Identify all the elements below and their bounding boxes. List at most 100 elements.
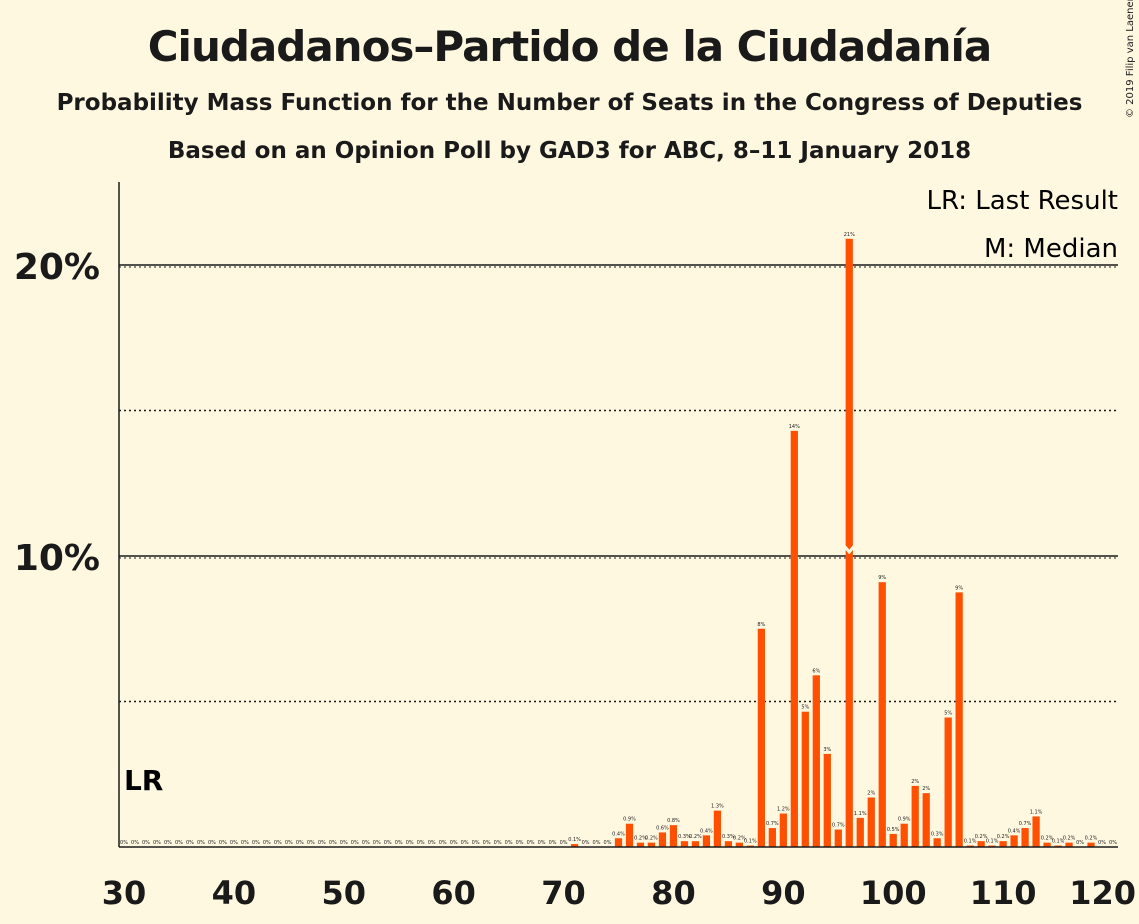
- bar-seats-80: [669, 825, 678, 847]
- bar-label-61: 0%: [461, 840, 469, 846]
- bar-label-72: 0%: [582, 840, 590, 846]
- bar-seats-84: [713, 810, 722, 847]
- chart-title: Ciudadanos–Partido de la Ciudadanía: [147, 22, 993, 71]
- bar-label-107: 0.1%: [964, 839, 977, 845]
- bar-seats-104: [933, 838, 941, 847]
- bar-label-43: 0%: [263, 840, 271, 846]
- bar-label-65: 0%: [505, 840, 513, 846]
- bar-label-111: 0.4%: [1008, 828, 1021, 834]
- bar-seats-95: [834, 829, 842, 847]
- bar-label-81: 0.3%: [678, 834, 691, 840]
- bar-label-118: 0.2%: [1085, 836, 1098, 842]
- bar-seats-118: [1087, 842, 1095, 847]
- x-tick-label: 90: [761, 874, 806, 912]
- bar-label-44: 0%: [274, 840, 282, 846]
- bar-seats-86: [735, 842, 744, 847]
- bar-label-89: 0.7%: [766, 821, 779, 827]
- bar-label-108: 0.2%: [975, 834, 988, 840]
- bar-label-119: 0%: [1098, 840, 1106, 846]
- bar-label-51: 0%: [351, 840, 359, 846]
- bar-seats-99: [878, 582, 886, 847]
- bar-label-101: 0.9%: [898, 817, 911, 823]
- bar-label-100: 0.5%: [887, 827, 900, 833]
- last-result-label: LR: [124, 764, 163, 797]
- bar-label-46: 0%: [296, 840, 304, 846]
- bar-seats-83: [702, 835, 711, 847]
- bar-label-55: 0%: [395, 840, 403, 846]
- bar-label-104: 0.3%: [931, 831, 944, 837]
- bar-label-42: 0%: [252, 840, 260, 846]
- x-tick-label: 60: [431, 874, 476, 912]
- bar-label-48: 0%: [318, 840, 326, 846]
- bar-label-105: 5%: [944, 711, 952, 717]
- bar-label-93: 6%: [812, 668, 820, 674]
- bar-label-115: 0.1%: [1052, 839, 1065, 845]
- bar-label-63: 0%: [483, 840, 491, 846]
- bar-seats-116: [1065, 842, 1073, 847]
- x-tick-label: 50: [322, 874, 367, 912]
- bar-seats-98: [867, 797, 875, 847]
- bar-label-70: 0%: [560, 840, 568, 846]
- bar-label-32: 0%: [142, 840, 150, 846]
- bar-label-94: 3%: [823, 747, 831, 753]
- y-tick-label: 10%: [14, 538, 100, 579]
- bar-label-76: 0.9%: [623, 817, 636, 823]
- median-marker: [838, 539, 861, 555]
- bar-label-73: 0%: [593, 840, 601, 846]
- bar-label-85: 0.3%: [722, 834, 735, 840]
- bar-label-120: 0%: [1109, 840, 1117, 846]
- bar-label-88: 8%: [757, 622, 765, 628]
- bar-label-90: 1.2%: [777, 807, 790, 813]
- bar-seats-76: [625, 823, 634, 847]
- x-tick-label: 100: [860, 874, 927, 912]
- bar-label-58: 0%: [428, 840, 436, 846]
- bar-label-41: 0%: [241, 840, 249, 846]
- bar-label-117: 0%: [1076, 840, 1084, 846]
- bar-seats-103: [922, 793, 930, 847]
- bar-label-113: 1.1%: [1030, 809, 1043, 815]
- bar-label-80: 0.8%: [667, 818, 680, 824]
- bar-label-82: 0.2%: [689, 834, 702, 840]
- bar-label-49: 0%: [329, 840, 337, 846]
- bar-label-114: 0.2%: [1041, 836, 1054, 842]
- bar-label-71: 0.1%: [568, 837, 581, 843]
- x-tick-label: 80: [651, 874, 696, 912]
- gridlines: [119, 264, 1118, 703]
- bar-label-103: 2%: [922, 786, 930, 792]
- legend-median: M: Median: [984, 234, 1118, 264]
- bar-label-64: 0%: [494, 840, 502, 846]
- bar-label-33: 0%: [153, 840, 161, 846]
- bar-label-31: 0%: [131, 840, 139, 846]
- bar-label-84: 1.3%: [711, 804, 724, 810]
- bar-label-62: 0%: [472, 840, 480, 846]
- bar-label-96: 21%: [844, 232, 855, 238]
- bar-label-35: 0%: [175, 840, 183, 846]
- bar-label-99: 9%: [878, 575, 886, 581]
- bar-seats-114: [1043, 842, 1051, 847]
- bar-label-95: 0.7%: [832, 823, 845, 829]
- bar-label-37: 0%: [197, 840, 205, 846]
- chart-subtitle: Probability Mass Function for the Number…: [56, 90, 1083, 116]
- bar-seats-75: [614, 838, 623, 847]
- bar-label-102: 2%: [911, 779, 919, 785]
- bar-seats-85: [724, 841, 733, 847]
- bar-seats-111: [1010, 835, 1018, 847]
- bar-seats-113: [1032, 816, 1040, 847]
- legend-last-result: LR: Last Result: [926, 186, 1118, 216]
- x-tick-label: 120: [1069, 874, 1136, 912]
- bar-label-116: 0.2%: [1063, 836, 1076, 842]
- bar-label-45: 0%: [285, 840, 293, 846]
- x-tick-label: 110: [970, 874, 1037, 912]
- bar-label-110: 0.2%: [997, 834, 1010, 840]
- bar-label-52: 0%: [362, 840, 370, 846]
- bar-label-53: 0%: [373, 840, 381, 846]
- bar-label-98: 2%: [867, 791, 875, 797]
- bar-label-54: 0%: [384, 840, 392, 846]
- bar-label-112: 0.7%: [1019, 821, 1032, 827]
- bar-label-60: 0%: [450, 840, 458, 846]
- bar-seats-91: [790, 430, 798, 847]
- bar-label-86: 0.2%: [733, 836, 746, 842]
- bar-seats-106: [955, 592, 963, 847]
- bar-label-57: 0%: [417, 840, 425, 846]
